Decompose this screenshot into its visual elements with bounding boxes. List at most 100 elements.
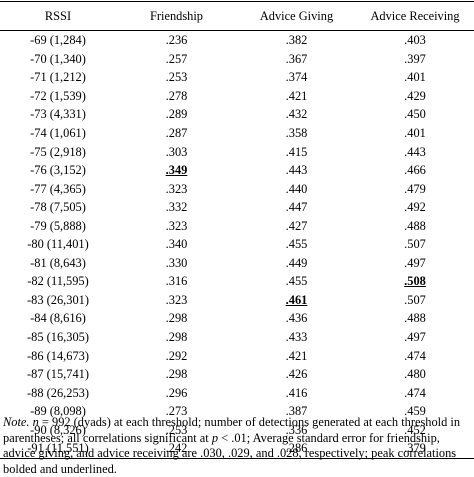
cell-advice-giving: .449 <box>285 255 308 270</box>
cell-friendship: .303 <box>165 144 188 159</box>
cell-advice-receiving: .488 <box>404 311 426 326</box>
table-row: -83 (26,301) .323 .461 .507 <box>0 291 474 310</box>
cell-friendship: .236 <box>165 33 188 48</box>
cell-advice-giving: .426 <box>285 367 308 382</box>
cell-advice-giving: .436 <box>285 311 308 326</box>
cell-advice-receiving: .507 <box>404 292 426 307</box>
cell-advice-giving: .286 <box>237 439 356 459</box>
cell-advice-giving: .358 <box>285 126 308 140</box>
cell-rssi: -79 (5,888) <box>30 218 86 233</box>
cell-friendship: .323 <box>165 181 188 196</box>
cell-rssi: -89 (8,098) <box>30 404 86 419</box>
table-body: -69 (1,284) .236 .382 .403 -70 (1,340) .257 .3… <box>0 31 474 459</box>
cell-advice-giving: .374 <box>285 70 308 85</box>
cell-advice-receiving: .497 <box>404 330 426 345</box>
cell-advice-receiving: .429 <box>404 88 426 103</box>
cell-advice-receiving: .497 <box>404 255 426 270</box>
cell-friendship: .278 <box>165 88 188 103</box>
cell-advice-receiving: .450 <box>404 107 426 122</box>
cell-advice-giving: .336 <box>285 422 308 437</box>
cell-advice-giving: .455 <box>285 237 308 252</box>
cell-advice-receiving: .492 <box>404 200 426 215</box>
table-row: -74 (1,061) .287 .358 .401 <box>0 124 474 143</box>
table-row: -90 (8,326) .253 .336 .452 <box>0 420 474 439</box>
cell-advice-giving: .421 <box>285 88 308 103</box>
cell-rssi: -88 (26,253) <box>27 385 89 400</box>
cell-rssi: -72 (1,539) <box>30 88 86 103</box>
cell-advice-giving: .382 <box>285 33 308 48</box>
cell-advice-giving: .387 <box>285 404 308 419</box>
header-rssi: RSSI <box>0 1 116 31</box>
cell-advice-receiving: .443 <box>404 144 426 159</box>
table-row: -70 (1,340) .257 .367 .397 <box>0 50 474 69</box>
cell-rssi: -73 (4,331) <box>30 107 86 122</box>
cell-rssi: -87 (15,741) <box>27 367 89 382</box>
cell-advice-giving: .433 <box>285 330 308 345</box>
cell-advice-giving: .427 <box>285 218 308 233</box>
cell-advice-receiving: .474 <box>404 348 426 363</box>
table-row: -75 (2,918) .303 .415 .443 <box>0 142 474 161</box>
cell-advice-giving: .415 <box>285 144 308 159</box>
table-row: -72 (1,539) .278 .421 .429 <box>0 87 474 106</box>
table-row: -69 (1,284) .236 .382 .403 <box>0 31 474 50</box>
cell-friendship: .253 <box>165 422 188 437</box>
cell-rssi: -83 (26,301) <box>27 292 89 307</box>
header-row: RSSI Friendship Advice Giving Advice Rec… <box>0 1 474 31</box>
cell-advice-receiving: .474 <box>404 385 426 400</box>
cell-rssi: -77 (4,365) <box>30 181 86 196</box>
cell-friendship: .323 <box>165 218 188 233</box>
cell-rssi: -76 (3,152) <box>30 163 86 178</box>
cell-advice-receiving: .466 <box>404 163 426 178</box>
cell-rssi: -85 (16,305) <box>27 330 89 345</box>
table-row: -89 (8,098) .273 .387 .459 <box>0 402 474 421</box>
table-row: -80 (11,401) .340 .455 .507 <box>0 235 474 254</box>
cell-advice-giving: .443 <box>285 163 308 178</box>
cell-friendship: .242 <box>116 439 237 459</box>
cell-advice-receiving: .379 <box>356 439 474 459</box>
cell-friendship: .323 <box>165 292 188 307</box>
note-label: Note. <box>3 415 30 429</box>
note-n-symbol: n <box>32 415 39 429</box>
cell-advice-giving: .455 <box>285 274 308 289</box>
cell-advice-receiving: .459 <box>404 404 426 419</box>
cell-advice-receiving: .397 <box>404 51 426 66</box>
cell-friendship: .287 <box>165 126 188 140</box>
cell-advice-receiving: .403 <box>404 33 426 48</box>
cell-advice-receiving: .401 <box>404 70 426 85</box>
cell-rssi: -84 (8,616) <box>30 311 86 326</box>
cell-advice-receiving: .401 <box>404 126 426 140</box>
cell-friendship: .296 <box>165 385 188 400</box>
table-row: -86 (14,673) .292 .421 .474 <box>0 346 474 365</box>
cell-friendship: .349 <box>165 163 188 178</box>
cell-advice-giving: .461 <box>285 292 308 307</box>
note-text-2: < .01; Average standard error for friend… <box>3 430 457 476</box>
cell-rssi: -78 (7,505) <box>30 200 86 215</box>
cell-rssi: -91 (11,551) <box>0 439 116 459</box>
note-p-symbol: p <box>211 430 219 445</box>
table-row: -78 (7,505) .332 .447 .492 <box>0 198 474 217</box>
cell-advice-receiving: .488 <box>404 218 426 233</box>
table-row: -88 (26,253) .296 .416 .474 <box>0 383 474 402</box>
cell-friendship: .298 <box>165 367 188 382</box>
cell-advice-giving: .421 <box>285 348 308 363</box>
cell-rssi: -74 (1,061) <box>30 126 86 140</box>
cell-rssi: -70 (1,340) <box>30 51 86 66</box>
table-row: -91 (11,551) .242.286.379 <box>0 439 474 459</box>
table-note: Note. n = 992 (dyads) at each threshold;… <box>3 415 471 477</box>
cell-rssi: -86 (14,673) <box>27 348 89 363</box>
table-row: -77 (4,365) .323 .440 .479 <box>0 179 474 198</box>
table-row: -87 (15,741) .298 .426 .480 <box>0 365 474 384</box>
table-row: -84 (8,616) .298 .436 .488 <box>0 309 474 328</box>
cell-friendship: .330 <box>165 255 188 270</box>
cell-friendship: .273 <box>165 404 188 419</box>
cell-friendship: .332 <box>165 200 188 215</box>
cell-friendship: .298 <box>165 311 188 326</box>
cell-advice-receiving: .507 <box>404 237 426 252</box>
cell-friendship: .289 <box>165 107 188 122</box>
cell-friendship: .253 <box>165 70 188 85</box>
note-text-1: = 992 (dyads) at each threshold; number … <box>3 415 461 445</box>
cell-friendship: .340 <box>165 237 188 252</box>
cell-rssi: -80 (11,401) <box>27 237 89 252</box>
cell-rssi: -90 (8,326) <box>30 422 86 437</box>
